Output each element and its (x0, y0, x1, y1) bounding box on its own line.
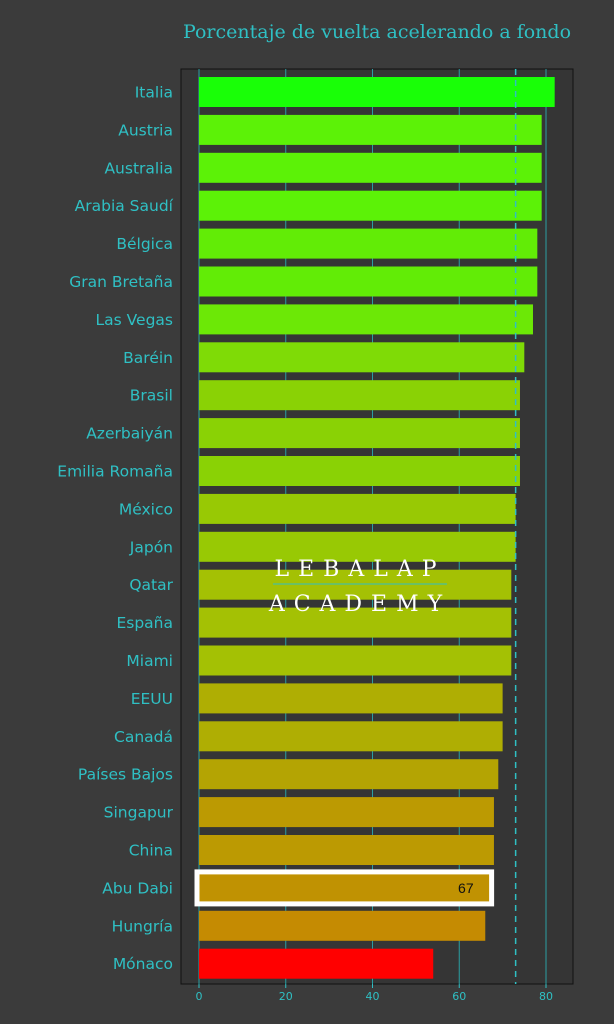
bar-abu-dabi (199, 872, 490, 903)
category-label-azerbaiyán: Azerbaiyán (86, 425, 173, 443)
category-label-japón: Japón (129, 538, 173, 556)
category-label-singapur: Singapur (104, 804, 174, 822)
category-label-méxico: México (119, 500, 173, 518)
category-label-mónaco: Mónaco (113, 955, 173, 973)
bar-baréin (199, 342, 525, 373)
category-label-china: China (129, 842, 173, 860)
bar-canadá (199, 721, 503, 752)
bar-hungría (199, 910, 486, 941)
bar-italia (199, 77, 555, 107)
bar-bélgica (199, 228, 538, 259)
tick-label-40: 40 (366, 990, 380, 1003)
bar-países-bajos (199, 759, 499, 790)
category-label-brasil: Brasil (130, 387, 173, 405)
category-label-gran-bretaña: Gran Bretaña (69, 273, 173, 291)
watermark-line-2: ACADEMY (268, 592, 451, 617)
bar-méxico (199, 493, 516, 524)
category-label-italia: Italia (135, 84, 173, 102)
bar-las-vegas (199, 304, 533, 335)
bar-españa (199, 607, 512, 638)
x-axis-ticks: 0 20 40 60 80 (196, 984, 553, 1003)
category-label-bélgica: Bélgica (116, 235, 173, 253)
category-label-austria: Austria (118, 121, 173, 139)
tick-label-20: 20 (279, 990, 293, 1003)
category-label-canadá: Canadá (114, 728, 173, 746)
bar-miami (199, 645, 512, 676)
category-label-abu-dabi: Abu Dabi (102, 879, 173, 897)
bar-arabia-saudí (199, 190, 542, 221)
chart-title: Porcentaje de vuelta acelerando a fondo (183, 21, 571, 43)
bar-qatar (199, 569, 512, 600)
bar-china (199, 835, 494, 865)
category-label-miami: Miami (126, 652, 173, 670)
category-label-qatar: Qatar (129, 576, 173, 594)
bar-austria (199, 114, 542, 145)
watermark-line-1: LEBALAP (274, 557, 445, 582)
bar-eeuu (199, 683, 503, 714)
category-label-arabia-saudí: Arabia Saudí (75, 197, 174, 215)
category-label-eeuu: EEUU (131, 690, 173, 708)
tick-label-0: 0 (196, 990, 203, 1003)
category-label-australia: Australia (104, 159, 173, 177)
gridlines (198, 69, 547, 984)
bar-mónaco (199, 948, 434, 979)
bar-japón (199, 531, 516, 562)
category-label-hungría: Hungría (112, 917, 173, 935)
tick-label-80: 80 (539, 990, 553, 1003)
category-labels: Italia Austria Australia Arabia Saudí Bélgic… (57, 84, 173, 974)
bar-gran-bretaña (199, 266, 538, 297)
bar-australia (199, 152, 542, 183)
category-label-baréin: Baréin (123, 349, 173, 367)
bars: 67 (194, 77, 555, 979)
category-label-las-vegas: Las Vegas (96, 311, 174, 329)
bar-azerbaiyán (199, 418, 520, 449)
bar-emilia-romaña (199, 456, 520, 486)
data-label-abu-dabi: 67 (458, 880, 474, 896)
category-label-países-bajos: Países Bajos (78, 766, 173, 784)
plot-area (180, 68, 574, 985)
bar-brasil (199, 380, 520, 411)
category-label-emilia-romaña: Emilia Romaña (57, 463, 173, 481)
highlight-outline (194, 869, 495, 907)
tick-label-60: 60 (452, 990, 466, 1003)
watermark: LEBALAP ACADEMY (268, 557, 451, 617)
bar-singapur (199, 797, 494, 828)
category-label-españa: España (116, 614, 173, 632)
